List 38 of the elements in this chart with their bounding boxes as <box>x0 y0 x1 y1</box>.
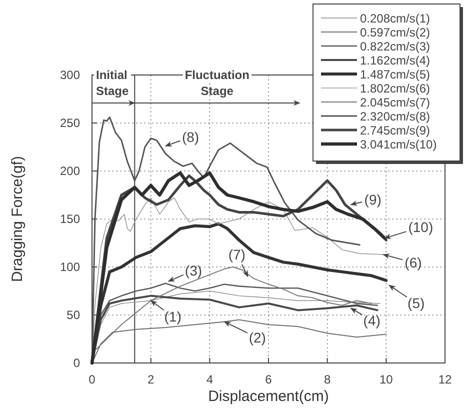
annotation: (8) <box>182 129 200 146</box>
annotation: (6) <box>404 254 422 271</box>
annotation: Initial Stage <box>96 68 130 98</box>
annotation: (9) <box>364 192 382 208</box>
annotation: (3) <box>184 262 202 278</box>
annotation: (4) <box>363 312 380 328</box>
legend-label: 1.802cm/s(6) <box>360 82 430 96</box>
y-tick-label: 250 <box>60 116 80 130</box>
annotation: Fluctuation Stage <box>184 68 250 98</box>
y-tick-label: 50 <box>66 308 80 322</box>
legend-label: 0.822cm/s(3) <box>360 40 430 54</box>
annotation: (1) <box>164 308 182 325</box>
x-tick-label: 6 <box>265 372 272 387</box>
legend-label: 0.597cm/s(2) <box>360 26 430 40</box>
legend-label: 2.745cm/s(9) <box>360 124 430 138</box>
x-axis-title: Displacement(cm) <box>208 388 329 405</box>
y-tick-label: 100 <box>60 260 80 274</box>
annotation: (2) <box>248 330 266 346</box>
x-tick-label: 10 <box>379 372 394 387</box>
legend-label: 0.208cm/s(1) <box>360 12 430 26</box>
y-tick-label: 150 <box>60 212 80 226</box>
x-tick-label: 12 <box>438 372 452 387</box>
x-tick-label: 8 <box>324 372 331 387</box>
x-tick-label: 0 <box>88 372 96 387</box>
annotation: (10) <box>408 219 434 236</box>
y-tick-label: 200 <box>60 164 80 178</box>
x-tick-label: 4 <box>206 372 214 387</box>
y-axis-title: Dragging Force(gf) <box>9 156 26 282</box>
legend-label: 1.487cm/s(5) <box>360 68 430 82</box>
y-tick-label: 0 <box>73 356 80 370</box>
legend-label: 2.045cm/s(7) <box>360 96 430 110</box>
annotation: (5) <box>408 295 425 312</box>
annotation: (7) <box>228 246 246 263</box>
x-tick-label: 2 <box>147 372 154 387</box>
legend-label: 1.162cm/s(4) <box>360 54 430 68</box>
legend-label: 3.041cm/s(10) <box>360 138 437 152</box>
y-tick-label: 300 <box>60 68 80 82</box>
legend-label: 2.320cm/s(8) <box>360 110 430 124</box>
